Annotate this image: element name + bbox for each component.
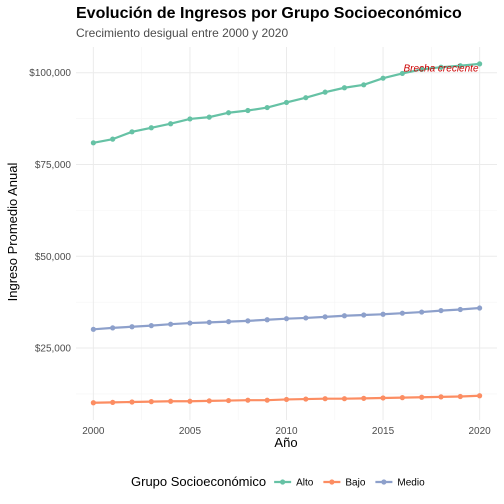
- legend: Grupo Socioeconómico Alto Bajo Medio: [131, 474, 425, 489]
- data-point-medio: [322, 314, 328, 320]
- data-point-bajo: [168, 398, 174, 404]
- legend-item-bajo: Bajo: [323, 478, 366, 489]
- data-point-alto: [438, 64, 444, 70]
- legend-swatch-point: [381, 479, 387, 485]
- data-point-alto: [380, 75, 386, 81]
- data-point-medio: [245, 318, 251, 324]
- data-point-alto: [90, 140, 96, 146]
- data-point-medio: [477, 305, 483, 311]
- chart-title: Evolución de Ingresos por Grupo Socioeco…: [76, 5, 462, 22]
- data-point-bajo: [283, 396, 290, 403]
- y-axis-title: Ingreso Promedio Anual: [5, 163, 20, 302]
- data-point-bajo: [438, 394, 444, 400]
- data-point-bajo: [341, 396, 348, 402]
- data-point-bajo: [187, 398, 193, 404]
- y-tick-label: $75,000: [35, 160, 72, 171]
- data-point-bajo: [361, 395, 367, 401]
- legend-title: Grupo Socioeconómico: [131, 474, 266, 489]
- grid-lines: [76, 47, 497, 420]
- y-tick-label: $50,000: [35, 252, 72, 263]
- data-point-bajo: [225, 397, 232, 404]
- data-point-alto: [264, 104, 270, 111]
- data-point-alto: [399, 70, 405, 77]
- x-tick-label: 2020: [468, 426, 491, 437]
- legend-item-alto: Alto: [274, 478, 314, 489]
- data-point-bajo: [477, 393, 483, 399]
- series-layer: [90, 61, 483, 406]
- data-point-medio: [206, 319, 212, 325]
- data-point-bajo: [457, 393, 463, 400]
- data-point-alto: [419, 66, 425, 72]
- data-point-alto: [148, 125, 154, 131]
- data-point-medio: [129, 324, 135, 330]
- data-point-alto: [245, 107, 251, 114]
- data-point-medio: [419, 309, 425, 315]
- data-point-bajo: [264, 397, 270, 403]
- data-point-bajo: [303, 396, 309, 402]
- data-point-alto: [168, 121, 174, 127]
- data-point-medio: [90, 326, 96, 332]
- data-point-medio: [457, 306, 463, 313]
- y-tick-label: $25,000: [35, 344, 72, 355]
- x-axis: 2000 2005 2010 2015 2020: [82, 426, 491, 437]
- data-point-bajo: [399, 395, 405, 401]
- data-point-alto: [361, 82, 367, 88]
- data-point-alto: [187, 116, 193, 122]
- data-point-bajo: [110, 399, 116, 405]
- data-point-medio: [168, 321, 174, 327]
- data-point-medio: [264, 317, 270, 323]
- data-point-bajo: [245, 397, 251, 403]
- legend-label: Alto: [296, 478, 314, 489]
- data-point-medio: [225, 319, 232, 325]
- series-bajo: [90, 393, 483, 406]
- y-tick-label: $100,000: [29, 68, 71, 79]
- data-point-alto: [457, 63, 463, 69]
- x-axis-title: Año: [274, 435, 297, 450]
- legend-item-medio: Medio: [375, 478, 425, 489]
- data-point-medio: [110, 325, 116, 331]
- data-point-alto: [303, 95, 309, 101]
- data-point-alto: [206, 114, 212, 120]
- data-point-alto: [225, 110, 232, 116]
- data-point-medio: [380, 311, 386, 317]
- x-tick-label: 2000: [82, 426, 105, 437]
- data-point-alto: [322, 89, 328, 95]
- data-point-medio: [187, 320, 193, 326]
- x-tick-label: 2005: [179, 426, 202, 437]
- annotation-layer: Brecha creciente: [403, 63, 478, 74]
- data-point-medio: [303, 315, 309, 321]
- data-point-bajo: [206, 398, 212, 404]
- data-point-bajo: [90, 400, 96, 406]
- data-point-medio: [438, 307, 444, 314]
- data-point-medio: [399, 310, 405, 316]
- series-medio: [90, 305, 483, 332]
- data-point-medio: [148, 323, 154, 329]
- chart-subtitle: Crecimiento desigual entre 2000 y 2020: [76, 26, 288, 40]
- data-point-alto: [283, 99, 290, 106]
- data-point-medio: [361, 312, 367, 318]
- legend-swatch-point: [280, 479, 286, 485]
- data-point-bajo: [148, 399, 154, 405]
- data-point-bajo: [129, 399, 135, 405]
- legend-label: Bajo: [345, 478, 365, 489]
- data-point-alto: [110, 136, 116, 142]
- data-point-medio: [341, 313, 348, 319]
- x-tick-label: 2015: [372, 426, 395, 437]
- y-axis: $25,000 $50,000 $75,000 $100,000: [29, 68, 71, 354]
- x-tick-label: 2010: [275, 426, 298, 437]
- legend-swatch-point: [329, 479, 335, 485]
- data-point-medio: [283, 316, 290, 322]
- data-point-alto: [129, 129, 135, 135]
- data-point-bajo: [380, 395, 386, 401]
- legend-label: Medio: [397, 478, 425, 489]
- data-point-bajo: [322, 396, 328, 402]
- data-point-alto: [477, 61, 483, 67]
- series-alto: [90, 61, 483, 146]
- annotation-label: Brecha creciente: [403, 63, 478, 74]
- data-point-alto: [341, 85, 348, 91]
- data-point-bajo: [419, 394, 425, 400]
